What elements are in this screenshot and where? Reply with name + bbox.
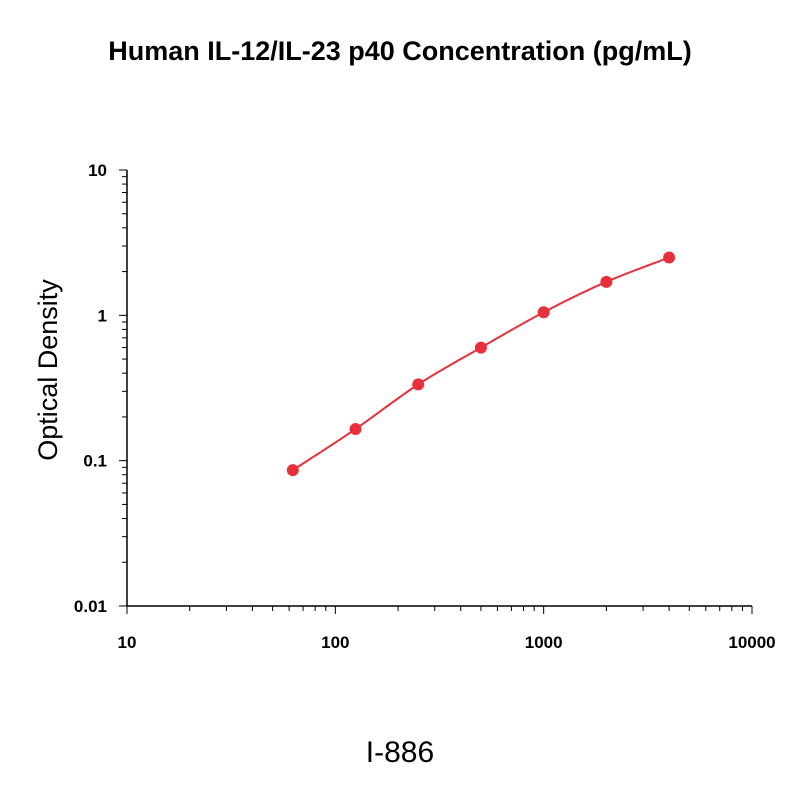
axes xyxy=(119,169,753,614)
data-point xyxy=(349,423,362,436)
x-tick-label: 1000 xyxy=(525,633,563,652)
chart-title: Human IL-12/IL-23 p40 Concentration (pg/… xyxy=(108,36,692,66)
y-axis-label: Optical Density xyxy=(33,279,63,461)
figure-caption: I-886 xyxy=(365,736,435,769)
x-tick-label: 10000 xyxy=(728,633,775,652)
y-tick-label: 1 xyxy=(98,306,107,325)
data-point xyxy=(286,464,299,477)
x-tick-label: 10 xyxy=(118,633,137,652)
y-tick-label: 0.1 xyxy=(83,452,107,471)
y-tick-label: 0.01 xyxy=(74,597,107,616)
data-point xyxy=(412,378,425,391)
data-point xyxy=(600,275,613,288)
data-point xyxy=(537,306,550,319)
y-tick-label: 10 xyxy=(88,161,107,180)
data-points xyxy=(286,251,676,477)
fit-curve xyxy=(292,256,670,472)
tick-labels: 10 100 1000 10000 0.01 0.1 1 10 xyxy=(74,161,776,652)
data-point xyxy=(474,341,487,354)
data-point xyxy=(663,251,676,264)
x-tick-label: 100 xyxy=(321,633,349,652)
